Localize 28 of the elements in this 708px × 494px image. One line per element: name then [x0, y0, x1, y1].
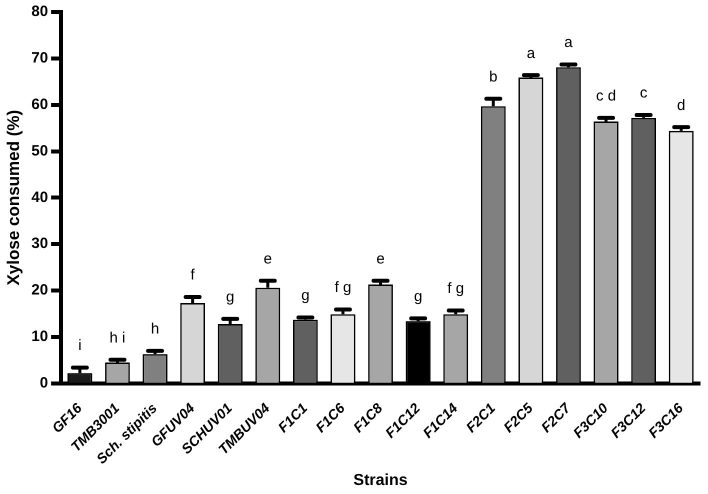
annotation: b	[489, 68, 498, 86]
x-axis-title: Strains	[353, 472, 408, 489]
annotation: f g	[447, 280, 464, 298]
annotation: a	[526, 44, 536, 62]
annotation: c	[640, 84, 648, 102]
annotation: g	[301, 287, 310, 304]
annotation: a	[564, 34, 574, 52]
y-tick-label: 10	[31, 328, 48, 346]
y-tick-label: 30	[31, 235, 48, 252]
y-axis-title: Xylose consumed (%)	[4, 110, 23, 286]
y-tick-label: 50	[31, 142, 48, 160]
annotation: g	[226, 288, 234, 306]
annotation: f	[190, 266, 196, 284]
y-tick-label: 80	[31, 3, 48, 20]
annotation: e	[376, 250, 385, 268]
y-tick-label: 40	[31, 188, 48, 206]
annotation: f g	[334, 279, 352, 296]
y-tick-label: 60	[31, 96, 48, 113]
annotation: h i	[110, 329, 126, 346]
y-tick-label: 70	[31, 50, 48, 67]
annotation: g	[414, 288, 422, 306]
annotation: i	[78, 337, 82, 354]
annotation: d	[677, 96, 686, 114]
annotation: h	[150, 320, 160, 338]
y-tick-label: 20	[31, 282, 48, 299]
annotation: c d	[596, 87, 616, 104]
y-tick-label: 0	[40, 374, 48, 392]
annotation: e	[264, 250, 272, 268]
